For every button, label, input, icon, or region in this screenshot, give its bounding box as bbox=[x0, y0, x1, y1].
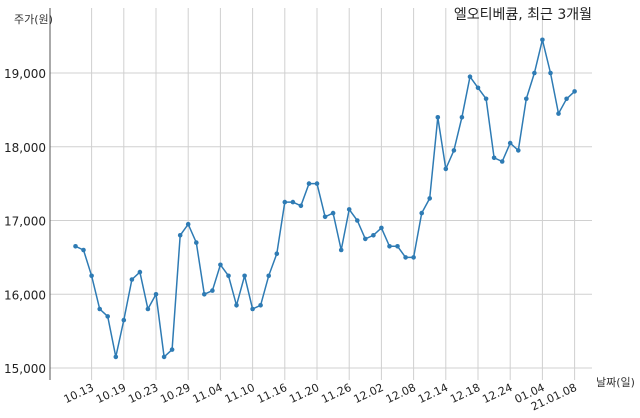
y-axis-label: 주가(원) bbox=[14, 13, 53, 26]
data-point bbox=[169, 347, 175, 352]
x-tick-label: 12.24 bbox=[480, 381, 514, 406]
data-point bbox=[451, 148, 457, 153]
data-point bbox=[524, 96, 529, 102]
data-point bbox=[322, 214, 328, 220]
data-point bbox=[314, 181, 320, 186]
data-point bbox=[427, 196, 433, 201]
data-point bbox=[443, 166, 449, 172]
x-tick-label: 11.26 bbox=[319, 381, 353, 406]
data-point bbox=[89, 273, 94, 279]
data-point bbox=[459, 115, 465, 120]
x-tick-label: 12.02 bbox=[352, 381, 386, 406]
data-point bbox=[475, 85, 481, 91]
data-point bbox=[306, 181, 312, 186]
data-point bbox=[556, 111, 561, 116]
data-point bbox=[346, 207, 352, 212]
data-point bbox=[218, 262, 223, 268]
x-tick-label: 12.18 bbox=[448, 381, 482, 406]
data-point bbox=[282, 199, 288, 205]
data-point bbox=[274, 251, 280, 256]
x-tick-labels: 10.1310.1910.2310.2911.0411.1011.1611.20… bbox=[62, 381, 579, 413]
data-point bbox=[411, 255, 416, 260]
data-point bbox=[338, 247, 344, 253]
data-point bbox=[177, 233, 183, 238]
y-tick-label: 15,000 bbox=[4, 362, 46, 376]
data-point bbox=[330, 210, 336, 216]
data-point bbox=[355, 218, 360, 223]
x-tick-label: 10.19 bbox=[94, 381, 128, 406]
data-point bbox=[395, 244, 400, 249]
data-point bbox=[210, 288, 215, 293]
data-point bbox=[194, 240, 199, 245]
data-point bbox=[403, 255, 408, 260]
data-point bbox=[129, 277, 135, 282]
data-point bbox=[483, 96, 489, 102]
data-point bbox=[73, 244, 78, 249]
data-point bbox=[419, 210, 425, 216]
data-point bbox=[516, 148, 521, 153]
data-point bbox=[137, 269, 143, 275]
data-point bbox=[387, 244, 392, 249]
x-tick-label: 11.10 bbox=[223, 381, 257, 406]
data-point bbox=[435, 115, 441, 120]
data-point bbox=[113, 354, 119, 360]
data-point bbox=[298, 203, 304, 209]
x-tick-label: 12.14 bbox=[416, 381, 450, 406]
x-axis-label: 날짜(일) bbox=[596, 375, 635, 389]
x-tick-label: 12.08 bbox=[384, 381, 418, 406]
data-point bbox=[161, 354, 167, 360]
data-point bbox=[564, 96, 569, 102]
x-tick-label: 10.13 bbox=[62, 381, 96, 406]
data-point bbox=[532, 70, 537, 76]
data-point bbox=[290, 199, 296, 205]
grid-lines bbox=[50, 8, 592, 380]
data-point bbox=[499, 159, 505, 164]
data-point bbox=[234, 303, 239, 308]
data-point bbox=[491, 155, 497, 161]
y-tick-label: 16,000 bbox=[4, 288, 46, 302]
data-point bbox=[81, 247, 86, 253]
data-point bbox=[371, 233, 376, 238]
x-tick-label: 11.20 bbox=[287, 381, 321, 406]
y-tick-label: 19,000 bbox=[4, 67, 46, 81]
data-point bbox=[548, 70, 553, 76]
data-point bbox=[242, 273, 247, 279]
x-tick-label: 10.23 bbox=[126, 381, 160, 406]
data-point bbox=[379, 225, 384, 231]
data-point bbox=[185, 221, 191, 227]
x-tick-label: 11.04 bbox=[191, 381, 225, 406]
data-point bbox=[467, 74, 473, 79]
data-point bbox=[266, 273, 272, 279]
data-point bbox=[202, 292, 207, 297]
data-point bbox=[226, 273, 231, 279]
price-line bbox=[75, 39, 576, 359]
data-point bbox=[105, 314, 110, 319]
data-point bbox=[145, 306, 151, 312]
data-point bbox=[97, 306, 102, 312]
data-point bbox=[363, 236, 368, 242]
chart-title: 엘오티베큠, 최근 3개월 bbox=[454, 7, 592, 23]
data-point bbox=[153, 292, 159, 297]
y-tick-label: 18,000 bbox=[4, 141, 46, 155]
data-point bbox=[121, 317, 127, 323]
data-point bbox=[572, 89, 577, 94]
data-point bbox=[540, 37, 545, 43]
x-tick-label: 10.29 bbox=[158, 381, 192, 406]
data-point bbox=[250, 306, 255, 312]
y-tick-label: 17,000 bbox=[4, 215, 46, 229]
series-layer bbox=[73, 37, 577, 360]
x-tick-label: 11.16 bbox=[255, 381, 289, 406]
data-point bbox=[258, 303, 263, 308]
y-tick-labels: 15,000 16,000 17,000 18,000 19,000 bbox=[4, 67, 46, 376]
data-point bbox=[507, 140, 513, 146]
